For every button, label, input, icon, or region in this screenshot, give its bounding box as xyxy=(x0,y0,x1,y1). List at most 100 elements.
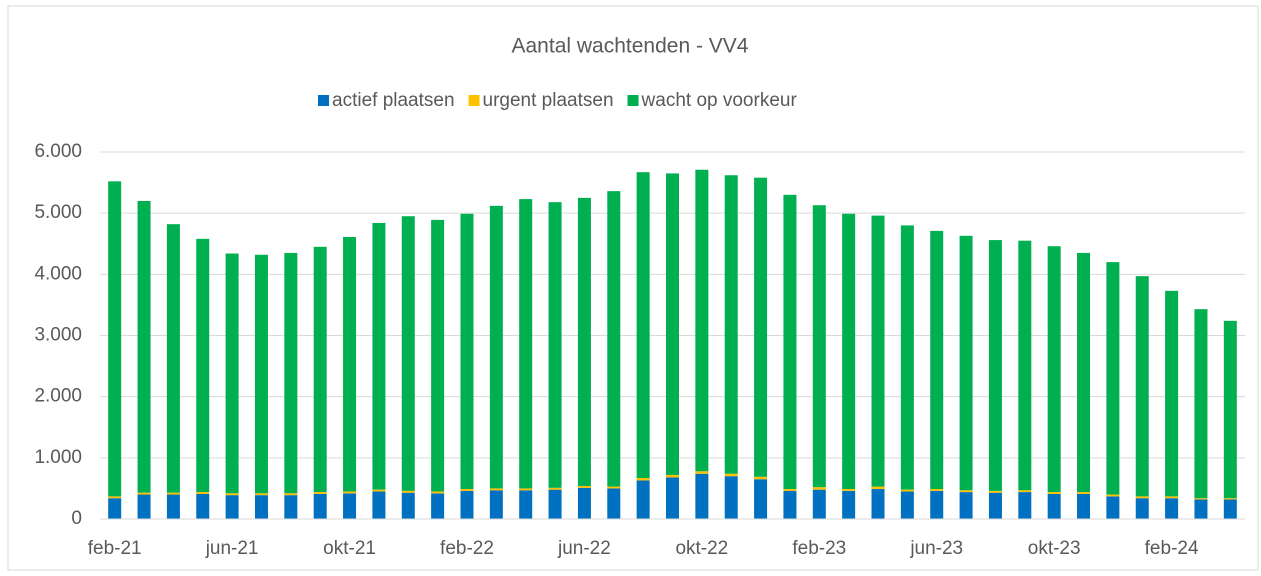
bar-segment xyxy=(489,490,503,519)
y-tick-label: 6.000 xyxy=(34,141,82,162)
bar-segment xyxy=(460,213,474,490)
bar-segment xyxy=(431,493,445,519)
bar-segment xyxy=(724,175,738,474)
bar-segment xyxy=(871,215,885,487)
bar-segment xyxy=(284,493,298,496)
bar-segment xyxy=(460,490,474,519)
bar-segment xyxy=(519,488,533,491)
bar-segment xyxy=(284,495,298,519)
x-tick-label: feb-21 xyxy=(88,538,142,559)
legend-label: urgent plaatsen xyxy=(483,90,614,111)
bar-segment xyxy=(1106,262,1120,495)
bar-segment xyxy=(783,490,797,519)
bar-segment xyxy=(636,480,650,519)
bar-segment xyxy=(225,493,239,496)
x-tick-label: jun-21 xyxy=(205,538,259,559)
bar-segment xyxy=(137,492,151,495)
bar-segment xyxy=(225,495,239,519)
bar-segment xyxy=(489,488,503,491)
x-tick-label: jun-22 xyxy=(557,538,611,559)
bar-segment xyxy=(1194,309,1208,499)
bar-segment xyxy=(460,489,474,491)
bar-segment xyxy=(254,493,268,496)
x-tick-label: okt-23 xyxy=(1028,538,1081,559)
bar-segment xyxy=(1165,290,1179,497)
bar-segment xyxy=(254,254,268,494)
bar-segment xyxy=(812,205,826,488)
bar-segment xyxy=(343,493,357,519)
bar-segment xyxy=(754,479,768,519)
bar-segment xyxy=(812,487,826,490)
bar-segment xyxy=(1018,492,1032,519)
bar-segment xyxy=(783,194,797,490)
bar-segment xyxy=(108,496,122,499)
bar-segment xyxy=(930,489,944,491)
bar-segment xyxy=(372,222,386,490)
bar-segment xyxy=(636,172,650,479)
bar-segment xyxy=(1223,320,1237,499)
y-tick-label: 3.000 xyxy=(34,325,82,346)
bar-segment xyxy=(930,490,944,519)
bar-segment xyxy=(577,485,591,488)
bar-segment xyxy=(666,477,679,519)
bar-segment xyxy=(254,495,268,519)
bar-segment xyxy=(1047,246,1061,493)
bar-segment xyxy=(1077,492,1091,494)
bar-segment xyxy=(166,224,180,493)
bar-segment xyxy=(196,493,210,519)
bar-segment xyxy=(1165,498,1179,519)
chart-title: Aantal wachtenden - VV4 xyxy=(512,35,749,58)
legend-label: wacht op voorkeur xyxy=(641,90,798,111)
bar-segment xyxy=(666,173,679,475)
bar-segment xyxy=(343,491,357,494)
bar-segment xyxy=(1223,499,1237,519)
bar-segment xyxy=(695,471,709,474)
bar-segment xyxy=(548,202,562,488)
bar-segment xyxy=(431,491,445,494)
bar-segment xyxy=(372,491,386,519)
bar-segment xyxy=(343,237,357,492)
x-tick-label: okt-21 xyxy=(323,538,376,559)
bar-segment xyxy=(754,177,768,477)
bar-segment xyxy=(196,238,210,493)
bar-segment xyxy=(1106,494,1120,497)
bar-segment xyxy=(519,199,533,489)
chart-border xyxy=(7,5,1259,571)
bar-segment xyxy=(401,492,415,519)
bar-segment xyxy=(754,476,768,480)
y-tick-label: 2.000 xyxy=(34,386,82,407)
y-tick-label: 5.000 xyxy=(34,202,82,223)
bar-segment xyxy=(313,492,327,494)
bar-segment xyxy=(431,219,445,492)
legend-label: actief plaatsen xyxy=(332,90,455,111)
bar-segment xyxy=(666,474,679,478)
bar-segment xyxy=(1165,496,1179,499)
bar-segment xyxy=(1018,240,1032,491)
bar-segment xyxy=(988,490,1002,493)
bar-segment xyxy=(842,489,856,491)
bar-segment xyxy=(519,490,533,519)
bar-segment xyxy=(900,491,914,519)
bar-segment xyxy=(108,498,122,519)
bar-segment xyxy=(607,191,621,487)
bar-segment xyxy=(1194,499,1208,519)
bar-segment xyxy=(959,492,973,519)
x-tick-label: feb-23 xyxy=(792,538,846,559)
bar-segment xyxy=(930,230,944,490)
bar-segment xyxy=(1047,493,1061,519)
bar-segment xyxy=(166,492,180,495)
bar-segment xyxy=(1135,496,1149,499)
bar-segment xyxy=(1077,493,1091,519)
bar-segment xyxy=(1047,492,1061,494)
bar-segment xyxy=(959,490,973,493)
bar-segment xyxy=(372,489,386,492)
x-tick-label: okt-22 xyxy=(675,538,728,559)
bar-segment xyxy=(108,181,122,497)
bar-segment xyxy=(783,489,797,491)
bar-segment xyxy=(1135,498,1149,519)
bar-segment xyxy=(724,476,738,519)
bar-segment xyxy=(284,252,298,494)
bar-segment xyxy=(724,473,738,477)
legend-swatch xyxy=(468,95,480,106)
